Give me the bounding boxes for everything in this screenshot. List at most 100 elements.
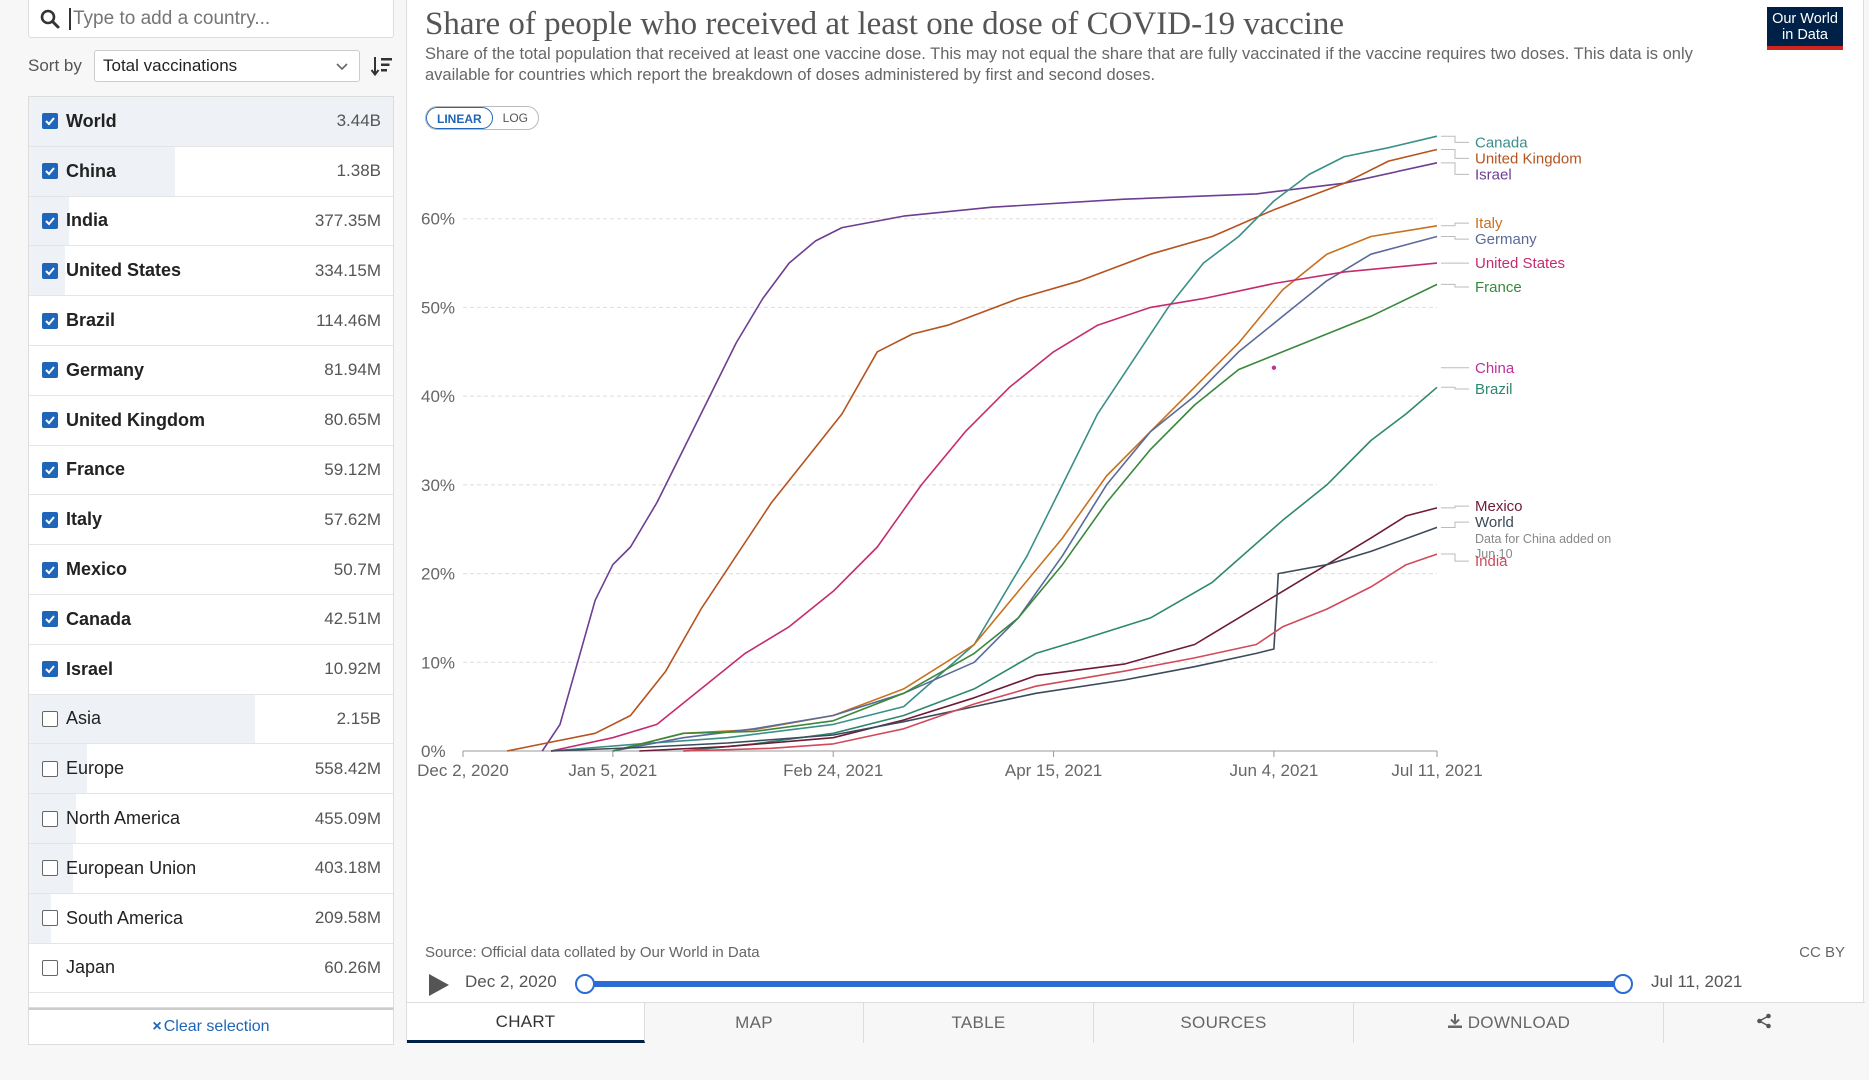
entity-row[interactable]: European Union 403.18M [29, 843, 393, 894]
timeline-end-handle[interactable] [1613, 974, 1633, 994]
checkbox-checked-icon[interactable] [42, 611, 58, 628]
series-label: United States [1475, 255, 1565, 272]
checkbox-checked-icon[interactable] [42, 661, 58, 678]
entity-row[interactable]: India 377.35M [29, 196, 393, 247]
entity-value: 558.42M [314, 758, 381, 778]
entity-name: Mexico [66, 559, 128, 580]
entity-value: 403.18M [314, 858, 381, 878]
series-label: Brazil [1475, 381, 1513, 398]
checkbox-checked-icon[interactable] [42, 163, 58, 180]
checkbox-checked-icon[interactable] [42, 461, 58, 478]
entity-row[interactable]: Mexico 50.7M [29, 545, 393, 595]
label-connector [1441, 135, 1469, 143]
checkbox-unchecked-icon[interactable] [42, 860, 58, 877]
entity-name: Brazil [66, 310, 116, 331]
share-icon [1756, 1013, 1772, 1034]
clear-selection-button[interactable]: × Clear selection [28, 1008, 394, 1045]
checkbox-unchecked-icon[interactable] [42, 760, 58, 777]
checkbox-checked-icon[interactable] [42, 412, 58, 429]
entity-value: 455.09M [314, 808, 381, 828]
checkbox-unchecked-icon[interactable] [42, 910, 58, 927]
owid-logo[interactable]: Our World in Data [1767, 7, 1843, 50]
entity-name: Italy [66, 509, 103, 530]
entity-name: United States [66, 260, 182, 281]
checkbox-checked-icon[interactable] [42, 212, 58, 229]
search-box[interactable] [28, 0, 394, 38]
entity-row[interactable]: Europe 558.42M [29, 744, 393, 795]
entity-value: 42.51M [324, 609, 381, 629]
entity-name: Canada [66, 608, 132, 629]
play-icon[interactable] [429, 974, 449, 996]
label-connector [1441, 553, 1469, 562]
tab-download[interactable]: DOWNLOAD [1354, 1003, 1664, 1043]
entity-name: North America [66, 808, 181, 829]
series-line-brazil [683, 386, 1438, 752]
line-chart: 0% 10% 20% 30% 40% 50% 60% Dec 2, 2020 Jan 5, 20… [417, 134, 1611, 780]
series-layer [506, 135, 1438, 752]
linear-scale-button[interactable]: LINEAR [426, 107, 493, 129]
checkbox-checked-icon[interactable] [42, 312, 58, 329]
series-line-india [683, 553, 1438, 752]
entity-value: 81.94M [324, 360, 381, 380]
sort-order-icon[interactable] [370, 54, 394, 78]
entity-row[interactable]: France 59.12M [29, 446, 393, 496]
series-line-france [612, 283, 1438, 752]
label-connector [1441, 149, 1469, 159]
x-tick-label: Apr 15, 2021 [1005, 761, 1102, 780]
x-tick-label: Jul 11, 2021 [1391, 761, 1482, 780]
entity-name: Asia [66, 708, 102, 729]
y-tick-label: 30% [421, 476, 455, 495]
entity-value: 59.12M [324, 459, 381, 479]
tab-sources[interactable]: SOURCES [1094, 1003, 1354, 1043]
entity-row[interactable]: South America 209.58M [29, 893, 393, 944]
grid-layer: 0% 10% 20% 30% 40% 50% 60% Dec 2, 2020 Jan 5, 20… [417, 210, 1483, 780]
timeline-track[interactable] [583, 981, 1623, 987]
y-tick-label: 0% [421, 742, 446, 761]
entity-row[interactable]: North America 455.09M [29, 794, 393, 844]
checkbox-checked-icon[interactable] [42, 561, 58, 578]
series-label: India [1475, 553, 1508, 570]
tab-map[interactable]: MAP [645, 1003, 864, 1043]
checkbox-checked-icon[interactable] [42, 262, 58, 279]
entity-row[interactable]: Italy 57.62M [29, 495, 393, 546]
entity-value: 60.26M [324, 957, 381, 977]
entity-row[interactable]: World 3.44B [29, 97, 393, 147]
checkbox-checked-icon[interactable] [42, 362, 58, 379]
entity-row[interactable]: Asia 2.15B [29, 694, 393, 745]
source-note: Source: Official data collated by Our Wo… [425, 944, 760, 961]
checkbox-checked-icon[interactable] [42, 113, 58, 130]
entity-value: 10.92M [324, 659, 381, 679]
license-link[interactable]: CC BY [1799, 944, 1845, 961]
world-note-line1: Data for China added on [1475, 532, 1611, 546]
y-tick-label: 40% [421, 387, 455, 406]
series-label: Germany [1475, 231, 1537, 248]
logo-line2: in Data [1782, 27, 1828, 43]
label-connector [1441, 505, 1469, 509]
timeline-start-handle[interactable] [575, 974, 595, 994]
sort-select[interactable]: Total vaccinations [94, 50, 360, 82]
label-connector [1441, 386, 1469, 390]
entity-row[interactable]: United Kingdom 80.65M [29, 396, 393, 446]
search-input[interactable] [69, 7, 369, 30]
entity-row[interactable]: Israel 10.92M [29, 645, 393, 695]
entity-row[interactable]: Canada 42.51M [29, 595, 393, 645]
checkbox-unchecked-icon[interactable] [42, 710, 58, 727]
checkbox-unchecked-icon[interactable] [42, 959, 58, 976]
entity-row[interactable]: United States 334.15M [29, 246, 393, 297]
entity-row[interactable]: China 1.38B [29, 146, 393, 197]
series-label: United Kingdom [1475, 150, 1582, 167]
timeline: Dec 2, 2020 Jul 11, 2021 [425, 970, 1847, 1000]
entity-row[interactable]: Japan 60.26M [29, 944, 393, 994]
tab-table[interactable]: TABLE [864, 1003, 1094, 1043]
entity-name: Japan [66, 957, 116, 978]
chart-panel: Share of people who received at least on… [406, 0, 1865, 1043]
entity-value: 377.35M [314, 210, 381, 230]
entity-name: Germany [66, 359, 145, 380]
entity-row[interactable]: Germany 81.94M [29, 346, 393, 396]
tab-chart[interactable]: CHART [407, 1003, 645, 1043]
entity-row[interactable]: Brazil 114.46M [29, 296, 393, 346]
checkbox-checked-icon[interactable] [42, 511, 58, 528]
log-scale-button[interactable]: LOG [502, 111, 529, 125]
tab-share[interactable] [1664, 1003, 1863, 1043]
checkbox-unchecked-icon[interactable] [42, 810, 58, 827]
